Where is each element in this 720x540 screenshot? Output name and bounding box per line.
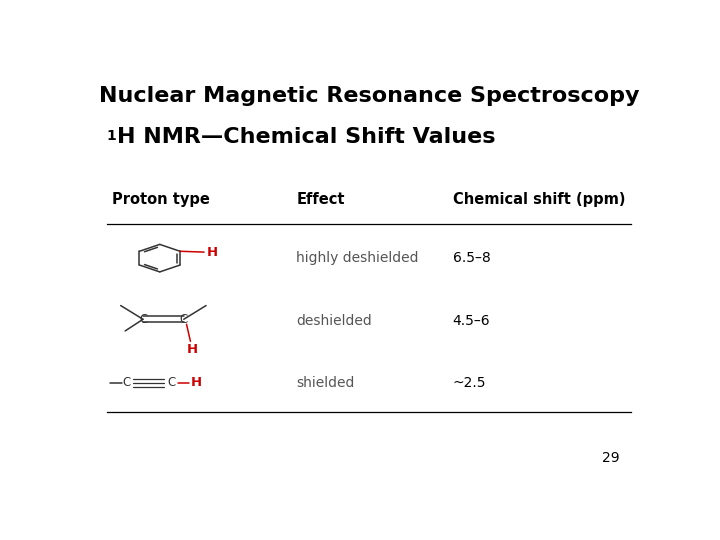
Text: H: H	[186, 343, 198, 356]
Text: Proton type: Proton type	[112, 192, 210, 207]
Text: Nuclear Magnetic Resonance Spectroscopy: Nuclear Magnetic Resonance Spectroscopy	[99, 86, 639, 106]
Text: Effect: Effect	[297, 192, 345, 207]
Text: 4.5–6: 4.5–6	[453, 314, 490, 328]
Text: highly deshielded: highly deshielded	[297, 251, 419, 265]
Text: C: C	[167, 376, 176, 389]
Text: 6.5–8: 6.5–8	[453, 251, 490, 265]
Text: ~2.5: ~2.5	[453, 376, 486, 390]
Text: 1: 1	[107, 130, 117, 144]
Text: H: H	[207, 246, 218, 259]
Text: C: C	[179, 313, 188, 326]
Text: deshielded: deshielded	[297, 314, 372, 328]
Text: Chemical shift (ppm): Chemical shift (ppm)	[453, 192, 625, 207]
Text: C: C	[122, 376, 130, 389]
Text: H NMR—Chemical Shift Values: H NMR—Chemical Shift Values	[117, 127, 495, 147]
Text: shielded: shielded	[297, 376, 355, 390]
Text: H: H	[191, 376, 202, 389]
Text: 29: 29	[603, 451, 620, 465]
Text: C: C	[139, 313, 147, 326]
